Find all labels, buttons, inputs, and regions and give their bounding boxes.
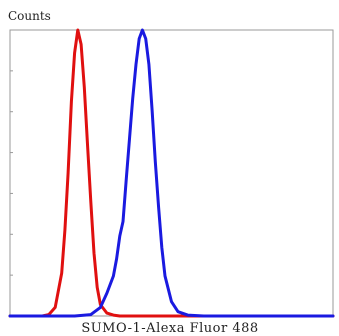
- plot-frame: [9, 29, 334, 317]
- x-axis-label: SUMO-1-Alexa Fluor 488: [81, 321, 258, 336]
- y-axis-label: Counts: [8, 9, 51, 23]
- axes: [9, 29, 334, 317]
- series-group: [8, 28, 335, 318]
- red-histogram-line: [8, 28, 335, 318]
- blue-histogram-line: [8, 28, 335, 318]
